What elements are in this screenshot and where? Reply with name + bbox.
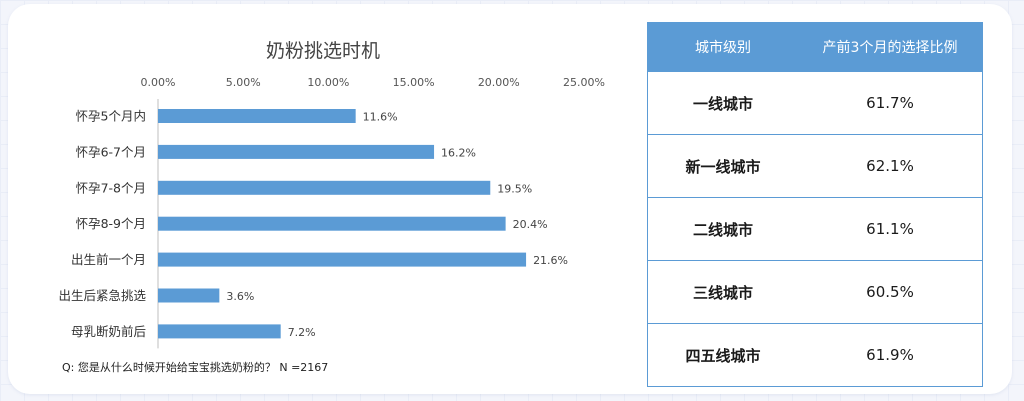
city-cell: 新一线城市	[648, 134, 798, 198]
bar	[158, 252, 527, 267]
ratio-cell: 61.9%	[798, 323, 982, 386]
city-cell: 三线城市	[648, 260, 798, 324]
chart-title: 奶粉挑选时机	[266, 40, 380, 62]
value-label: 20.4%	[513, 218, 548, 231]
ratio-cell: 61.1%	[798, 197, 982, 261]
value-label: 16.2%	[441, 146, 476, 159]
ratio-cell: 61.7%	[798, 71, 982, 135]
city-cell: 四五线城市	[648, 323, 798, 386]
bars-group: 怀孕5个月内 11.6% 怀孕6-7个月 16.2% 怀孕7-8个月 19.5% 怀孕8-9…	[58, 99, 568, 349]
category-label: 母乳断奶前后	[71, 324, 146, 339]
city-table: 城市级别 产前3个月的选择比例 一线城市 61.7% 新一线城市 62.1% 二…	[647, 22, 983, 387]
category-label: 出生后紧急挑选	[58, 288, 146, 303]
category-label: 怀孕8-9个月	[76, 216, 146, 231]
bar	[158, 288, 220, 303]
x-tick-label: 25.00%	[563, 76, 605, 89]
category-label: 怀孕5个月内	[76, 109, 146, 124]
ratio-cell: 60.5%	[798, 260, 982, 324]
bar	[158, 109, 356, 123]
chart-footnote: Q: 您是从什么时候开始给宝宝挑选奶粉的？ N =2167	[62, 360, 328, 374]
x-tick-label: 0.00%	[141, 76, 176, 89]
x-tick-label: 5.00%	[226, 76, 261, 89]
value-label: 3.6%	[226, 290, 254, 303]
x-axis-ticks: 0.00% 5.00% 10.00% 15.00% 20.00% 25.00%	[141, 76, 605, 89]
col-header-city: 城市级别	[648, 23, 798, 72]
bar-chart: 奶粉挑选时机 0.00% 5.00% 10.00% 15.00% 20.00% 25.00…	[58, 40, 605, 374]
value-label: 11.6%	[363, 111, 398, 124]
category-label: 怀孕7-8个月	[76, 180, 146, 195]
bar	[158, 324, 281, 339]
city-cell: 一线城市	[648, 71, 798, 135]
value-label: 19.5%	[497, 182, 532, 195]
table-row: 二线城市 61.1%	[648, 197, 982, 261]
city-cell: 二线城市	[648, 197, 798, 261]
value-label: 21.6%	[533, 254, 568, 267]
x-tick-label: 10.00%	[307, 76, 349, 89]
category-label: 出生前一个月	[71, 252, 146, 267]
col-header-ratio: 产前3个月的选择比例	[798, 23, 982, 72]
table-row: 三线城市 60.5%	[648, 260, 982, 324]
bar	[158, 216, 506, 231]
table-row: 四五线城市 61.9%	[648, 323, 982, 386]
x-tick-label: 15.00%	[393, 76, 435, 89]
table-row: 一线城市 61.7%	[648, 71, 982, 135]
table-header-row: 城市级别 产前3个月的选择比例	[648, 23, 982, 72]
bar	[158, 180, 491, 195]
table-row: 新一线城市 62.1%	[648, 134, 982, 198]
bar	[158, 144, 435, 159]
category-label: 怀孕6-7个月	[76, 144, 146, 159]
ratio-cell: 62.1%	[798, 134, 982, 198]
x-tick-label: 20.00%	[478, 76, 520, 89]
value-label: 7.2%	[288, 326, 316, 339]
